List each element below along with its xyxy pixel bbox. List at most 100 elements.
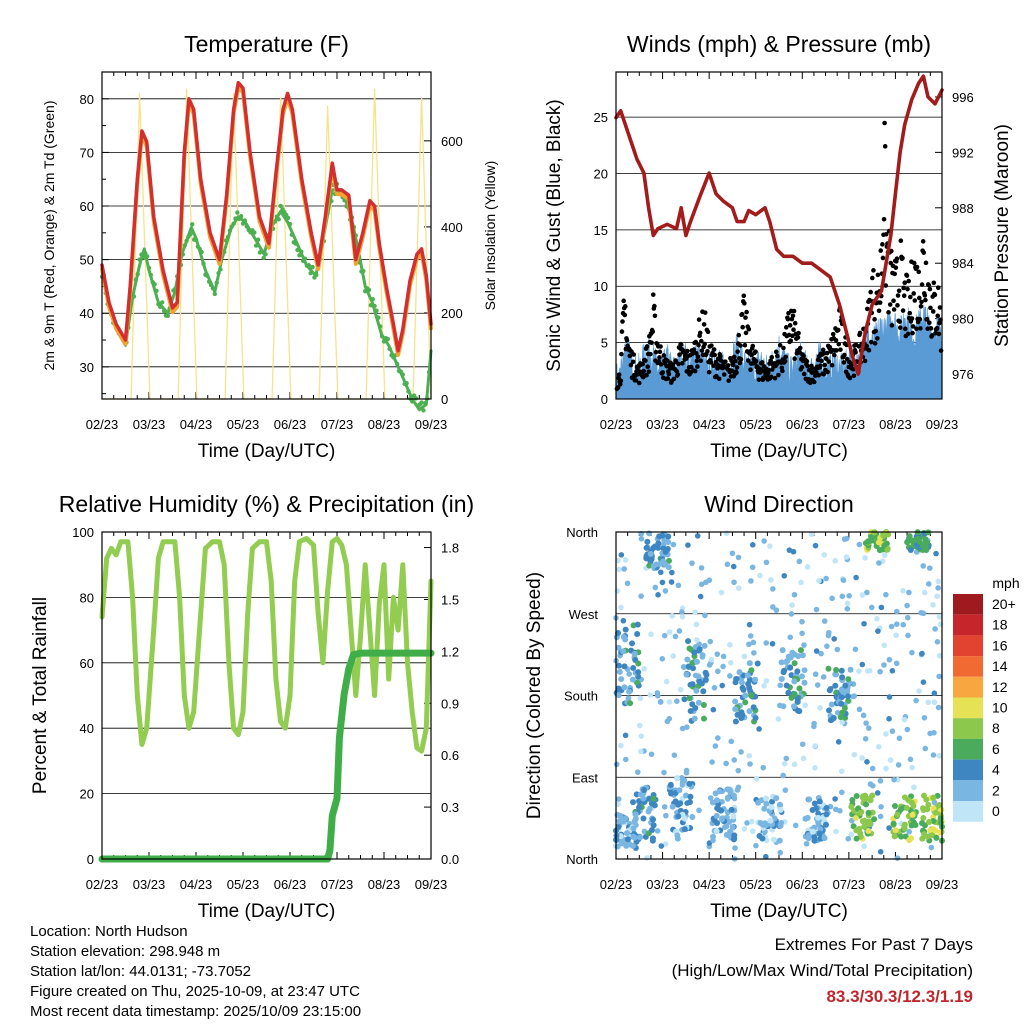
winds-gust-point [718, 354, 723, 359]
wind-direction-cluster-point [631, 818, 638, 825]
wind-direction-point [909, 764, 915, 771]
speed-legend-label: 14 [992, 658, 1008, 674]
humidity-ytick-label: 60 [80, 656, 94, 671]
winds-gust-point [918, 326, 923, 331]
winds-gust-point [932, 292, 938, 298]
wind-direction-cluster-point [732, 698, 739, 705]
wind-direction-point [762, 853, 769, 860]
elevation-text: Station elevation: 298.948 m [30, 943, 221, 960]
wind-direction-cluster-point [630, 799, 637, 806]
temperature-dewpoint-point [310, 264, 315, 270]
winds-gust-point [781, 345, 786, 351]
winds-gust-point [911, 260, 917, 266]
wind-direction-point [909, 649, 915, 656]
wind-direction-cluster-point [768, 803, 775, 810]
wind-direction-cluster-point [635, 660, 642, 667]
winds-gust-point [644, 344, 650, 349]
winds-gust-point [904, 273, 910, 278]
wind-direction-ytick-label: East [572, 770, 598, 785]
wind-direction-point [883, 591, 889, 598]
wind-direction-point [638, 733, 645, 739]
wind-direction-cluster-point [650, 822, 657, 829]
winds-gust-point [645, 364, 650, 370]
humidity-y2tick-label: 0.9 [441, 696, 459, 711]
wind-direction-cluster-point [787, 664, 794, 671]
winds-gust-point [753, 358, 759, 364]
wind-direction-point [644, 855, 650, 861]
wind-direction-cluster-point [740, 672, 747, 679]
wind-direction-cluster-point [825, 665, 832, 672]
wind-direction-cluster-point [880, 532, 887, 539]
winds-gust-point [834, 348, 839, 353]
winds-gust-point [877, 300, 883, 305]
wind-direction-point [741, 826, 748, 832]
wind-direction-cluster-point [629, 842, 636, 849]
temperature-dewpoint-point [374, 308, 379, 313]
temperature-dewpoint-point [259, 249, 264, 254]
wind-direction-point [845, 835, 852, 842]
winds-gust-point [872, 341, 878, 346]
wind-direction-cluster-point [933, 834, 940, 841]
wind-direction-cluster-point [865, 828, 872, 835]
winds-gust-point [927, 286, 933, 292]
winds-gust-point [830, 331, 836, 337]
wind-direction-point [715, 735, 721, 741]
wind-direction-point [875, 743, 882, 750]
winds-xtick-label: 06/23 [786, 417, 819, 432]
wind-direction-cluster-point [815, 818, 822, 825]
wind-direction-cluster-point [938, 806, 945, 813]
humidity-y2tick-label: 0.3 [441, 800, 459, 815]
wind-direction-cluster-point [732, 718, 739, 725]
temperature-dewpoint-point [376, 315, 381, 320]
wind-direction-point [750, 828, 756, 835]
wind-direction-cluster-point [696, 646, 703, 653]
wind-direction-point [718, 589, 725, 596]
temperature-dewpoint-point [182, 243, 187, 248]
wind-direction-point [877, 668, 883, 675]
wind-direction-point [869, 765, 876, 772]
temperature-dewpoint-point [152, 282, 157, 287]
humidity-ytick-label: 20 [80, 787, 94, 802]
winds-gust-point [750, 343, 756, 349]
winds-gust-point [742, 342, 748, 348]
wind-direction-cluster-point [620, 633, 627, 640]
winds-gust-point [746, 326, 752, 332]
wind-direction-cluster-point [750, 704, 757, 711]
wind-direction-point [874, 790, 881, 796]
temperature-dewpoint-point [214, 280, 219, 286]
speed-legend-swatch [953, 718, 983, 739]
temperature-dewpoint-point [148, 272, 154, 278]
winds-gust-point [790, 333, 795, 339]
winds-gust-point [666, 371, 672, 377]
wind-direction-cluster-point [691, 649, 698, 656]
wind-direction-cluster-point [892, 827, 899, 834]
winds-gust-point [901, 293, 907, 299]
wind-direction-point [675, 582, 682, 589]
winds-gust-point [702, 310, 708, 315]
temperature-dewpoint-point [144, 254, 150, 259]
speed-legend-label: 4 [992, 762, 1000, 778]
wind-direction-cluster-point [616, 668, 623, 675]
wind-direction-cluster-point [838, 700, 845, 707]
temperature-dewpoint-point [154, 288, 159, 294]
wind-direction-point [661, 769, 667, 776]
wind-direction-point [672, 633, 679, 640]
winds-gust-point [688, 364, 694, 370]
temperature-dewpoint-point [225, 234, 231, 240]
temperature-dewpoint-point [308, 270, 313, 276]
wind-direction-point [839, 719, 845, 725]
temperature-dewpoint-point [208, 282, 214, 288]
wind-direction-cluster-point [728, 806, 735, 813]
wind-direction-point [638, 535, 645, 542]
winds-gust-point [862, 358, 868, 364]
humidity-ytick-label: 40 [80, 721, 94, 736]
wind-direction-point [768, 577, 774, 583]
wind-direction-point [615, 801, 621, 808]
temperature-ytick-label: 40 [80, 306, 94, 321]
wind-direction-point [888, 623, 895, 630]
humidity-y2tick-label: 1.8 [441, 541, 459, 556]
wind-direction-point [722, 824, 728, 831]
wind-direction-point [920, 679, 927, 685]
wind-direction-cluster-point [791, 660, 798, 667]
winds-xtick-label: 09/23 [926, 417, 959, 432]
